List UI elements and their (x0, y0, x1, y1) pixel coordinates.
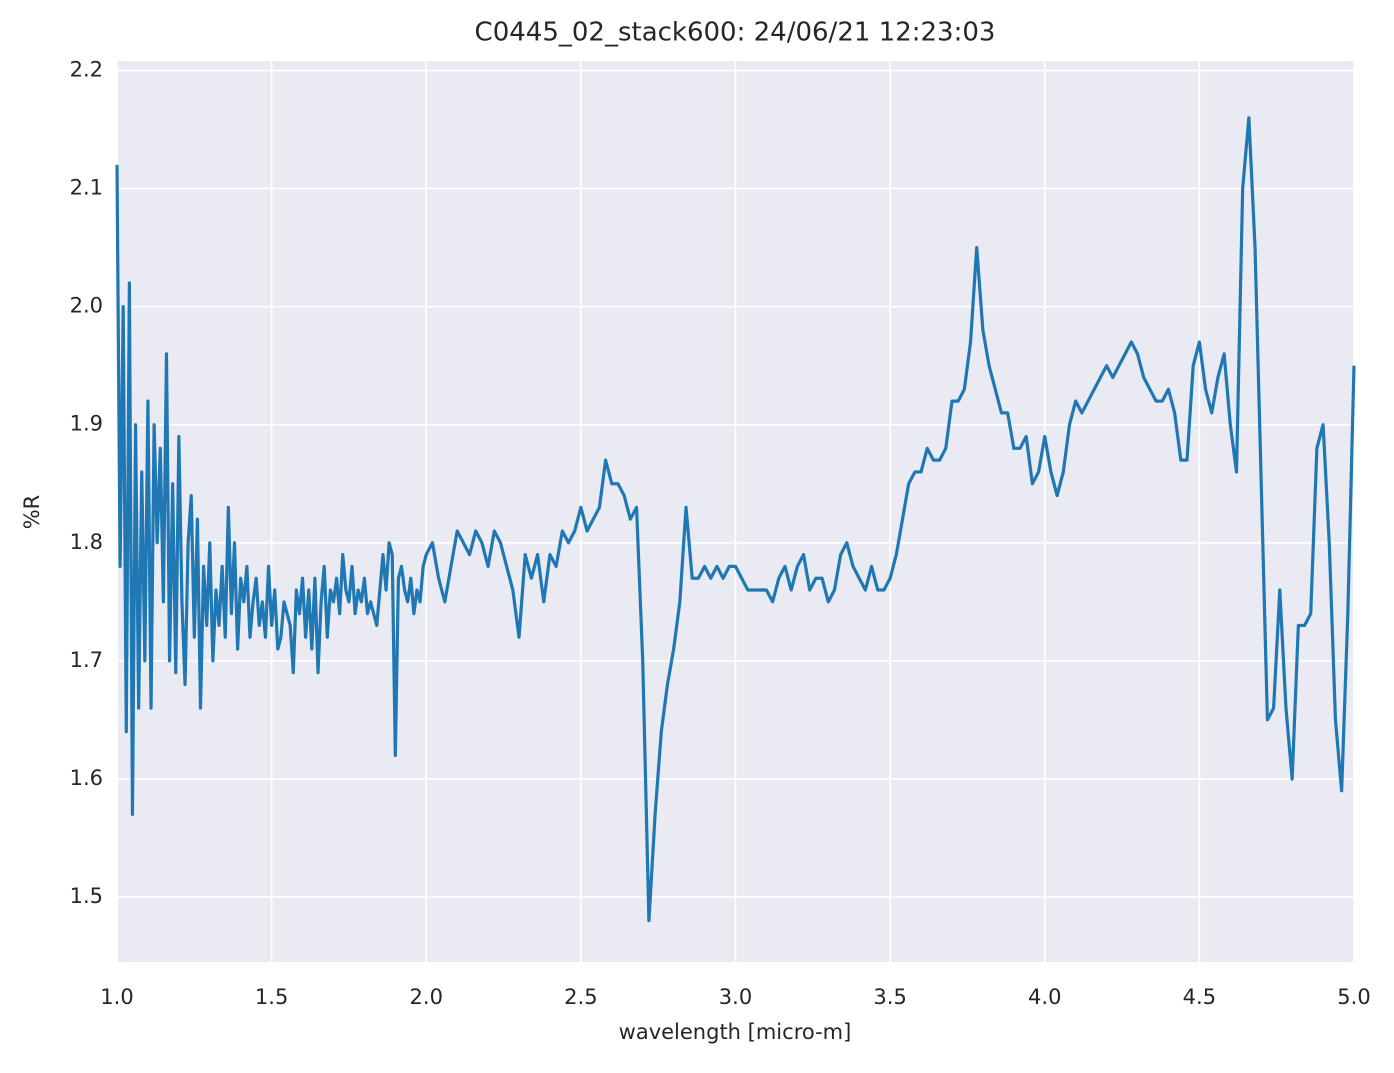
y-tick-label: 1.6 (70, 766, 103, 790)
y-tick-label: 1.5 (70, 884, 103, 908)
data-line (117, 118, 1354, 921)
y-tick-label: 1.7 (70, 648, 103, 672)
x-tick-label: 2.0 (410, 985, 443, 1009)
y-tick-label: 1.8 (70, 530, 103, 554)
x-tick-label: 5.0 (1337, 985, 1370, 1009)
y-tick-label: 2.2 (70, 57, 103, 81)
y-tick-label: 2.1 (70, 176, 103, 200)
y-tick-label: 1.9 (70, 412, 103, 436)
x-tick-label: 1.0 (100, 985, 133, 1009)
chart-title: C0445_02_stack600: 24/06/21 12:23:03 (475, 18, 996, 48)
x-axis-label: wavelength [micro-m] (619, 1020, 852, 1044)
y-axis-label: %R (20, 495, 44, 530)
x-tick-label: 3.0 (719, 985, 752, 1009)
x-tick-label: 4.0 (1028, 985, 1061, 1009)
x-tick-label: 1.5 (255, 985, 288, 1009)
x-tick-label: 2.5 (564, 985, 597, 1009)
x-tick-label: 3.5 (873, 985, 906, 1009)
y-tick-label: 2.0 (70, 294, 103, 318)
x-tick-label: 4.5 (1183, 985, 1216, 1009)
